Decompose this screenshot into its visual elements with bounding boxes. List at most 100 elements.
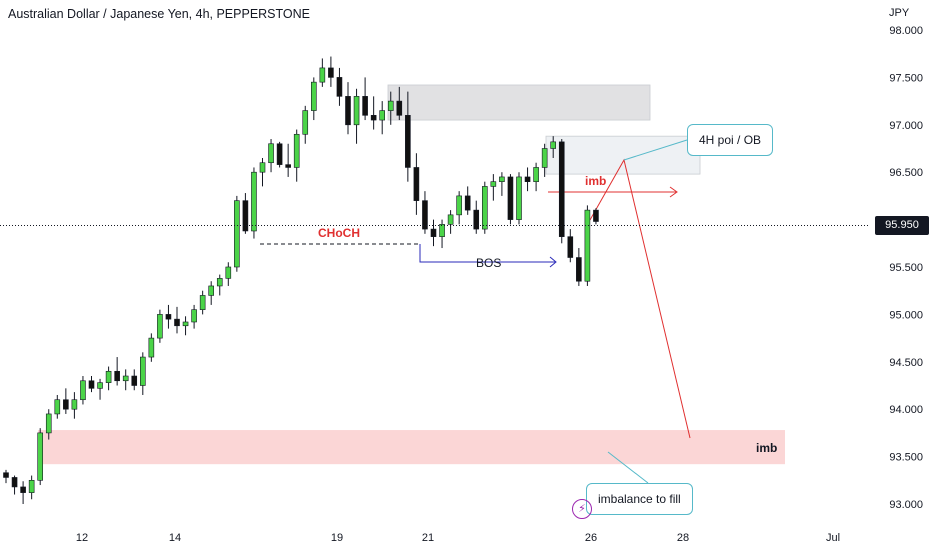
- x-tick-label: 21: [422, 532, 434, 544]
- candle: [199, 295, 206, 310]
- zones-layer: [38, 84, 785, 465]
- candle: [182, 321, 189, 327]
- poi-pointer: [623, 139, 688, 161]
- x-tick-label: 12: [76, 532, 88, 544]
- candle: [71, 399, 78, 410]
- candle: [20, 486, 26, 493]
- x-tick-label: 28: [677, 532, 689, 544]
- candle: [293, 133, 300, 168]
- candle: [533, 167, 539, 182]
- annotation-lines: [260, 139, 691, 484]
- candle: [558, 141, 565, 237]
- candle: [37, 432, 44, 481]
- candle: [481, 186, 488, 230]
- candle: [80, 380, 86, 401]
- candle: [11, 477, 18, 488]
- candle: [165, 314, 172, 320]
- candle: [3, 472, 9, 478]
- candle: [473, 209, 480, 230]
- candle: [225, 266, 232, 279]
- zone-1: [387, 84, 651, 121]
- x-tick-label: 26: [585, 532, 597, 544]
- candle: [63, 399, 69, 410]
- candle: [88, 380, 95, 389]
- candle: [310, 81, 317, 111]
- currency-label: JPY: [889, 7, 910, 19]
- candle: [157, 314, 163, 339]
- candle: [114, 370, 120, 382]
- y-tick-label: 97.500: [889, 72, 923, 84]
- bos-arrowhead: [549, 256, 557, 268]
- candle: [430, 228, 437, 237]
- candle: [302, 110, 309, 135]
- candle: [413, 167, 420, 201]
- y-tick-label: 98.000: [889, 25, 923, 37]
- candle: [148, 337, 155, 358]
- candle: [28, 479, 35, 493]
- candle: [362, 96, 368, 116]
- candle: [507, 176, 514, 220]
- current-price-tag: 95.950: [875, 216, 929, 235]
- imb-arrowhead: [669, 186, 678, 198]
- candle: [242, 200, 249, 232]
- lightning-icon[interactable]: ⚡: [572, 499, 592, 519]
- candle: [422, 200, 428, 230]
- candle: [567, 236, 574, 258]
- candle: [216, 278, 223, 287]
- candle: [464, 195, 471, 211]
- candle: [276, 143, 283, 165]
- candle: [499, 176, 505, 182]
- zone-2: [545, 135, 701, 175]
- y-tick-label: 94.000: [889, 404, 923, 416]
- candle: [268, 143, 274, 164]
- candle: [191, 309, 197, 323]
- candle: [45, 413, 52, 434]
- candle: [439, 224, 445, 237]
- y-tick-label: 94.500: [889, 357, 923, 369]
- candle: [576, 257, 582, 282]
- candle: [447, 214, 454, 225]
- x-tick-label: 19: [331, 532, 343, 544]
- candle: [550, 141, 557, 149]
- candle: [54, 399, 61, 415]
- candle: [131, 375, 138, 386]
- x-tick-label: Jul: [826, 532, 840, 544]
- candle: [405, 115, 411, 168]
- candle: [524, 176, 531, 182]
- y-tick-label: 95.500: [889, 262, 923, 274]
- candle: [456, 195, 462, 216]
- candle: [370, 115, 377, 121]
- y-tick-label: 95.000: [889, 309, 923, 321]
- candle: [490, 181, 497, 187]
- candle: [541, 148, 548, 168]
- candles-layer: [3, 56, 599, 504]
- y-tick-label: 93.000: [889, 499, 923, 511]
- candle: [584, 209, 591, 282]
- imbalance-callout: imbalance to fill: [586, 483, 693, 515]
- y-tick-label: 93.500: [889, 452, 923, 464]
- bos-line: [419, 244, 555, 263]
- projection-path: [589, 158, 691, 439]
- candle: [336, 77, 343, 97]
- candle: [593, 209, 599, 222]
- candle: [251, 171, 257, 232]
- fill-pointer: [607, 451, 649, 484]
- candle: [140, 356, 146, 386]
- y-tick-label: 96.500: [889, 167, 923, 179]
- candle: [97, 382, 103, 389]
- y-axis: 98.00097.50097.00096.50096.00095.50095.0…: [889, 25, 923, 511]
- imb-lower-label: imb: [756, 441, 777, 455]
- y-tick-label: 97.000: [889, 120, 923, 132]
- candle: [516, 176, 522, 220]
- candle: [345, 96, 351, 126]
- candle: [353, 96, 360, 126]
- candle: [105, 370, 112, 383]
- candle: [319, 67, 326, 83]
- x-axis: 12 14 19 21 26 28 Jul: [76, 532, 840, 544]
- candle: [259, 162, 266, 173]
- candle: [387, 100, 394, 111]
- candle: [379, 110, 386, 121]
- x-tick-label: 14: [169, 532, 181, 544]
- candle: [328, 67, 334, 78]
